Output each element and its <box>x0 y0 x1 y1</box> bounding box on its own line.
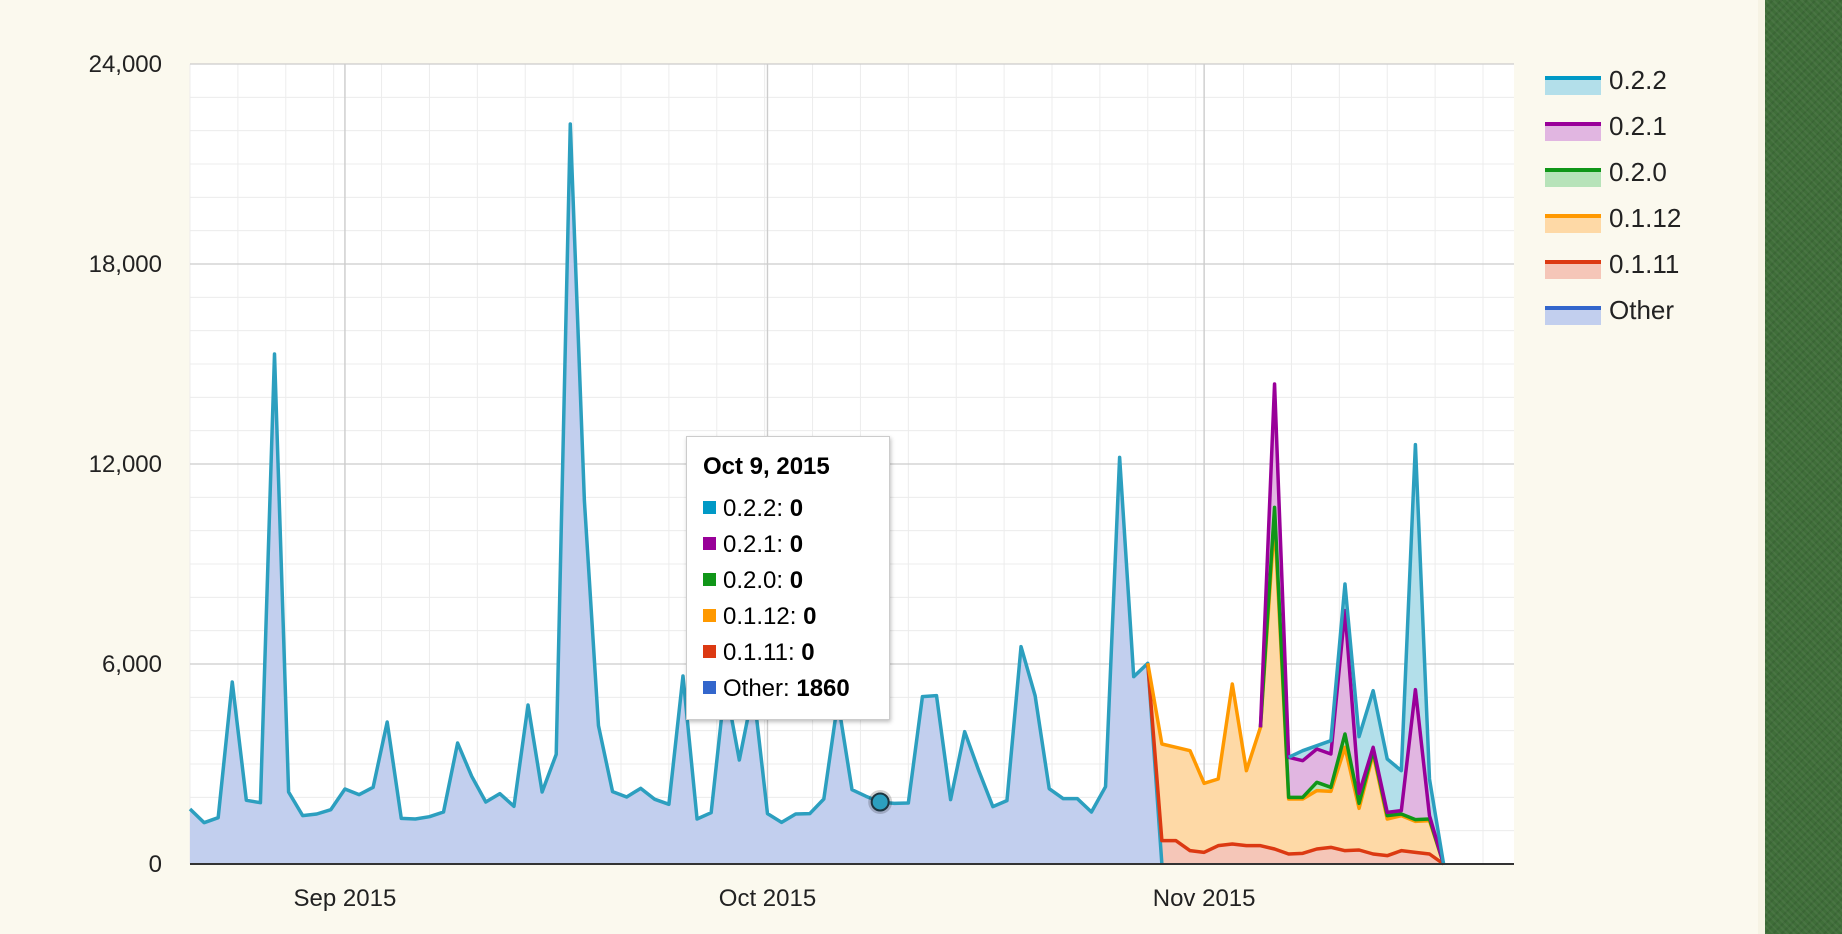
legend-swatch-0.2.1 <box>1545 123 1601 141</box>
legend-swatch-Other <box>1545 307 1601 325</box>
legend-swatch-0.1.11 <box>1545 261 1601 279</box>
legend-label-0.2.0: 0.2.0 <box>1609 157 1667 187</box>
x-tick-label: Nov 2015 <box>1153 885 1256 912</box>
line-0.1.11 <box>1146 663 1445 866</box>
tooltip-series-label: Other: <box>723 675 797 702</box>
y-tick-label: 18,000 <box>89 251 162 278</box>
x-tick-label: Oct 2015 <box>719 885 816 912</box>
area-chart: 0 6,000 12,000 18,000 24,000 Sep 2015 Oct 2015… <box>89 51 1682 912</box>
line-0.2.0 <box>1258 505 1446 865</box>
legend-label-0.1.12: 0.1.12 <box>1609 203 1681 233</box>
y-tick-label: 24,000 <box>89 51 162 78</box>
tooltip-row: 0.2.2: 0 <box>703 491 889 527</box>
legend-swatch-0.1.12 <box>1545 215 1601 233</box>
hover-point <box>870 792 890 812</box>
tooltip-series-value: 0 <box>789 495 804 522</box>
tooltip-series-value: 0 <box>803 603 817 630</box>
page-edge <box>1758 0 1765 934</box>
line-Other <box>188 122 1164 865</box>
tooltip-row: 0.2.0: 0 <box>703 563 889 599</box>
x-tick-label: Sep 2015 <box>294 885 397 912</box>
tooltip-row: 0.1.12: 0 <box>703 599 889 635</box>
tooltip-series-value: 0 <box>789 531 804 558</box>
legend-label-Other: Other <box>1609 295 1674 325</box>
legend-label-0.1.11: 0.1.11 <box>1609 249 1679 279</box>
tooltip-series-label: 0.2.2: <box>723 495 790 522</box>
tooltip-title: Oct 9, 2015 <box>703 453 830 480</box>
tooltip-series-label: 0.1.11: <box>723 639 802 666</box>
chart-svg: 0 6,000 12,000 18,000 24,000 Sep 2015 Oct 2015… <box>89 51 1682 912</box>
tooltip-series-value: 1860 <box>796 675 850 702</box>
tooltip-series-label: 0.1.12: <box>723 603 804 630</box>
tooltip-swatch <box>703 537 716 550</box>
tooltip-rows: 0.2.2: 0 0.2.1: 0 0.2.0: 0 0.1.12: 0 0.1.11:… <box>703 491 889 707</box>
line-0.2.2 <box>1287 442 1446 865</box>
y-tick-label: 12,000 <box>89 451 162 478</box>
tooltip-row: 0.2.1: 0 <box>703 527 889 563</box>
background-strip <box>1765 0 1842 934</box>
chart-tooltip: Oct 9, 2015 0.2.2: 0 0.2.1: 0 0.2.0: 0 0.1.… <box>686 436 890 720</box>
tooltip-row: 0.1.11: 0 <box>703 635 889 671</box>
legend-label-0.2.1: 0.2.1 <box>1609 111 1667 141</box>
tooltip-series-label: 0.2.0: <box>723 567 790 594</box>
tooltip-series-value: 0 <box>789 567 804 594</box>
tooltip-series-value: 0 <box>801 639 815 666</box>
legend-swatch-0.2.0 <box>1545 169 1601 187</box>
tooltip-series-label: 0.2.1: <box>723 531 790 558</box>
tooltip-swatch <box>703 501 716 514</box>
legend-swatch-0.2.2 <box>1545 77 1601 95</box>
legend-label-0.2.2: 0.2.2 <box>1609 65 1667 95</box>
tooltip-swatch <box>703 645 716 658</box>
tooltip-swatch <box>703 609 716 622</box>
tooltip-swatch <box>703 573 716 586</box>
tooltip-row: Other: 1860 <box>703 671 889 707</box>
tooltip-swatch <box>703 681 716 694</box>
y-tick-label: 0 <box>149 851 162 878</box>
y-tick-label: 6,000 <box>102 651 162 678</box>
